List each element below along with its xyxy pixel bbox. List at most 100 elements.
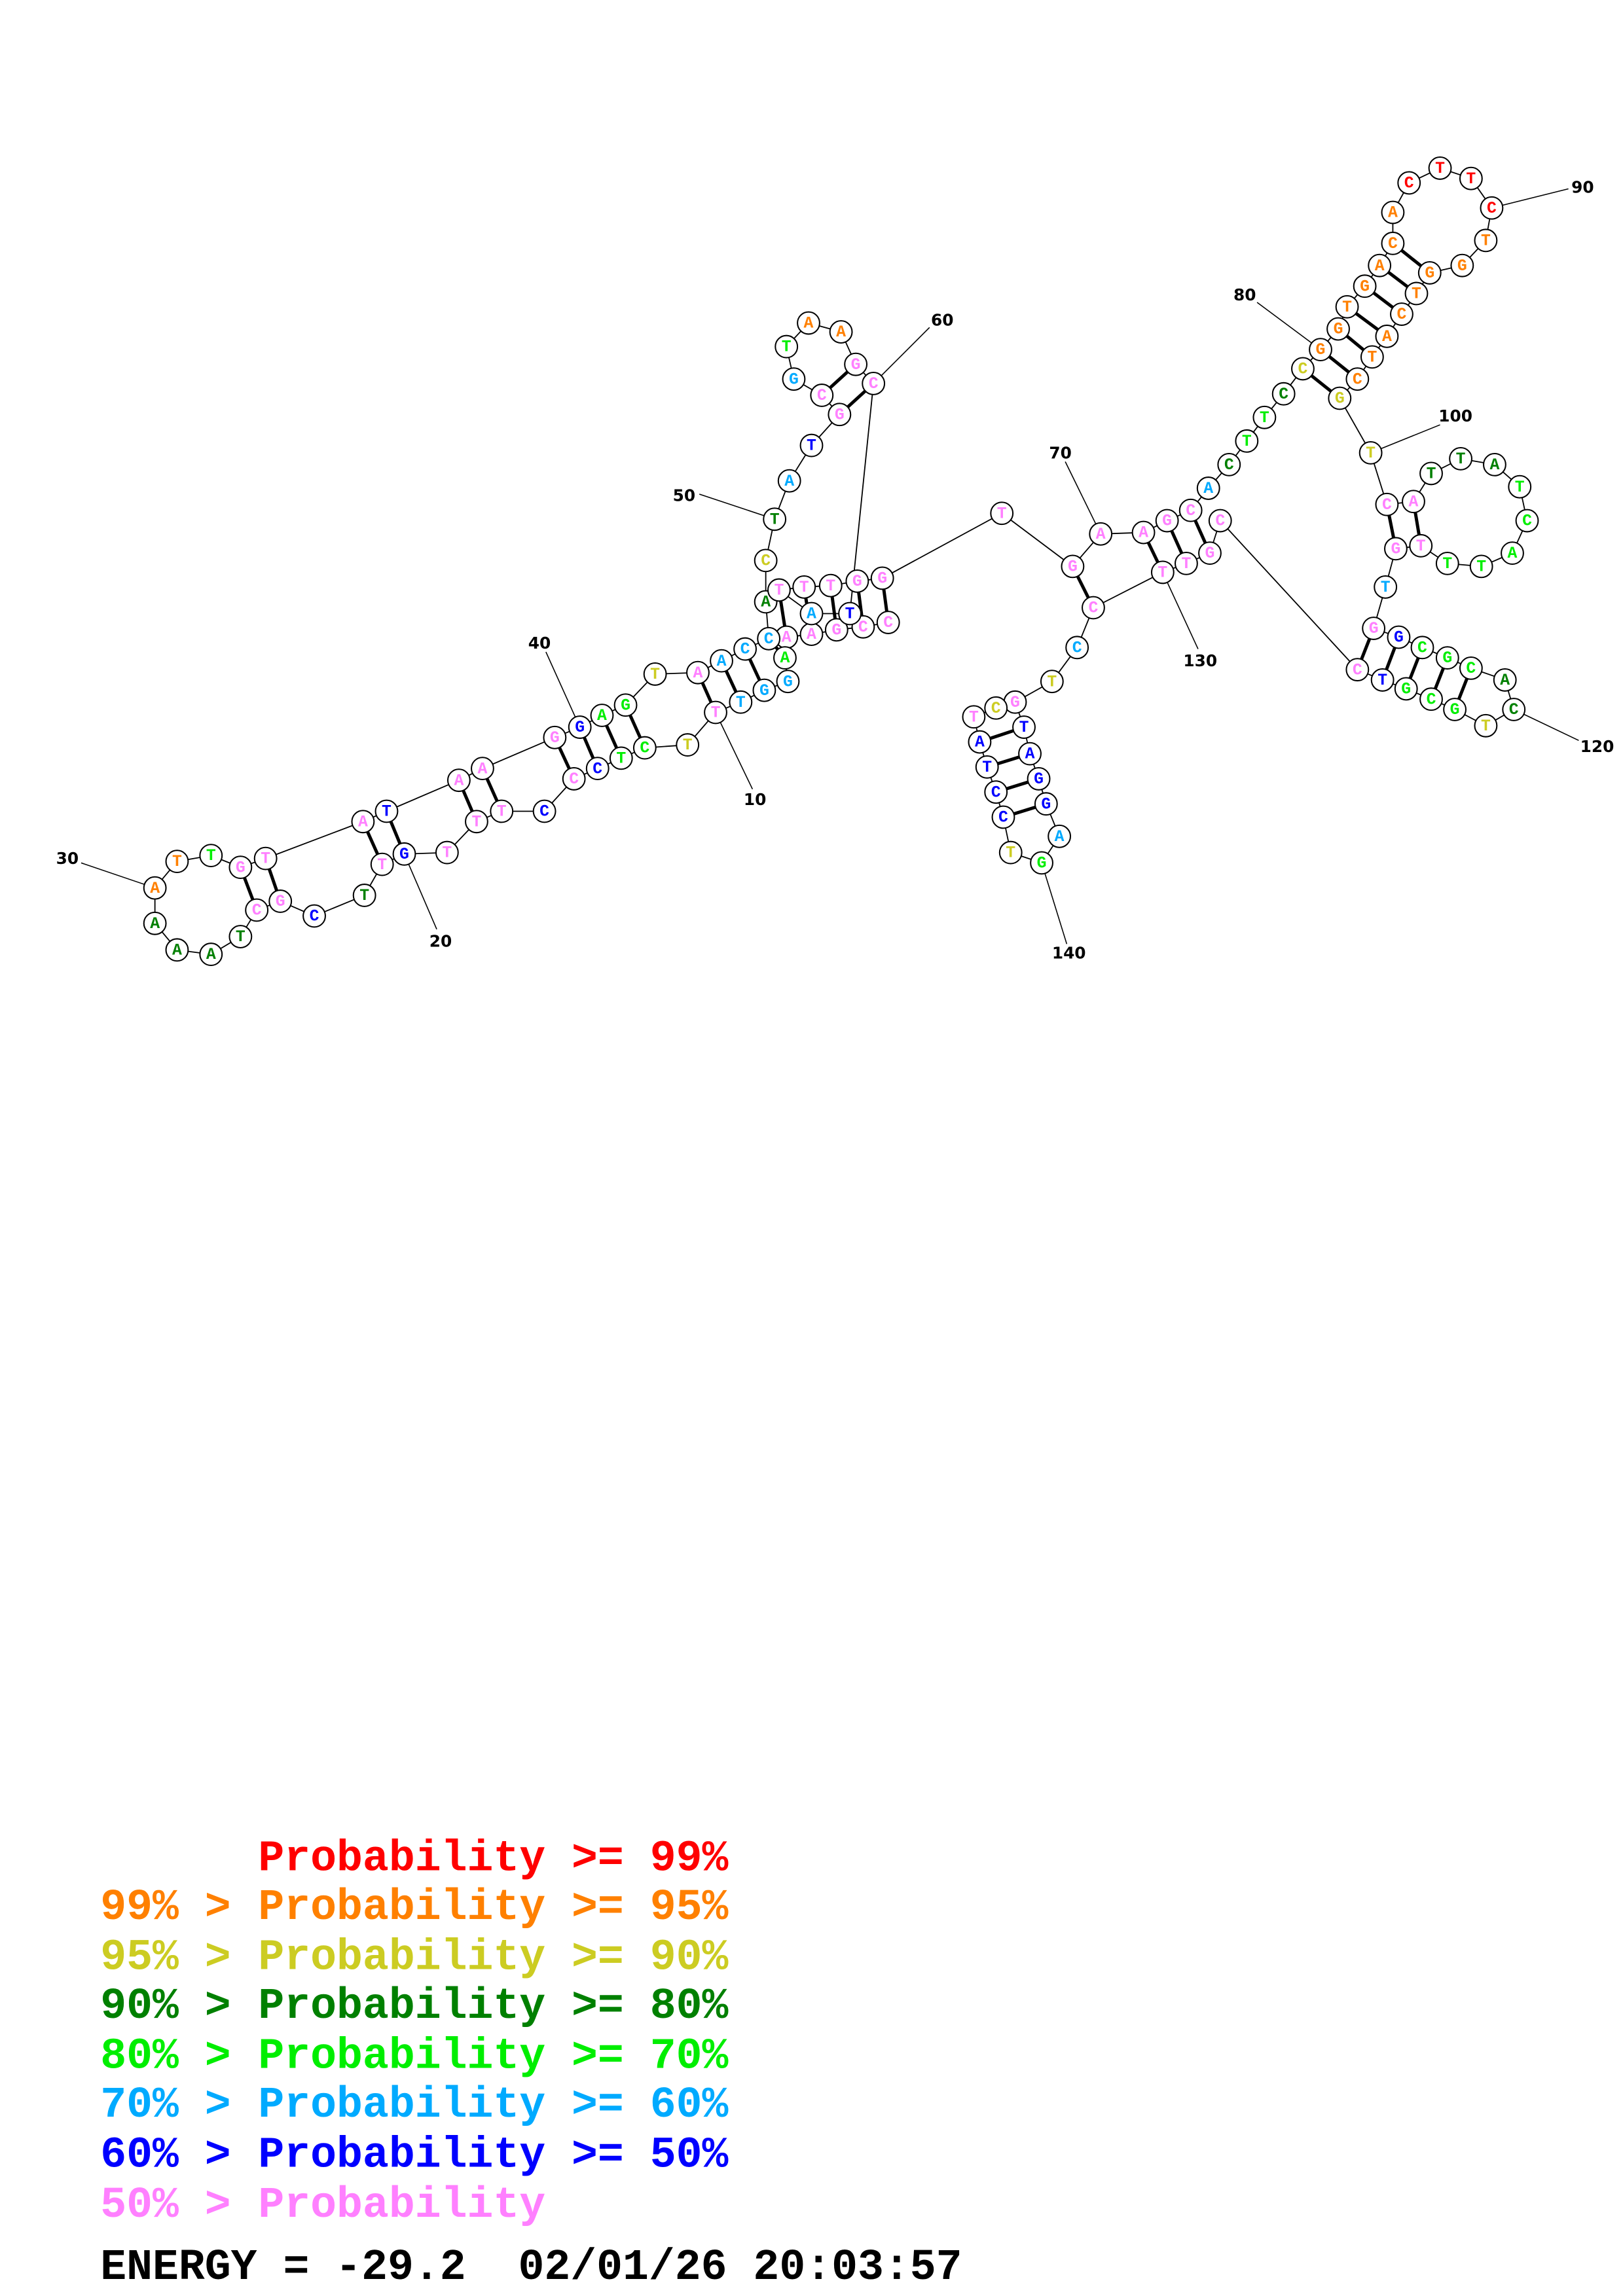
nucleotide-circle [1409, 533, 1433, 558]
nucleotide-circle [1345, 658, 1370, 682]
nucleotide-39: G [543, 725, 567, 749]
nucleotide-letter: T [1342, 298, 1352, 317]
nucleotide-letter: C [640, 740, 649, 758]
nucleotide-18: T [465, 810, 488, 834]
nucleotide-132: C [1065, 636, 1089, 660]
nucleotide-circle [1012, 715, 1036, 739]
nucleotide-letter: G [789, 370, 799, 389]
nucleotide-circle [1208, 509, 1232, 533]
nucleotide-84: A [1368, 253, 1392, 278]
nucleotide-circle [1082, 596, 1105, 620]
nucleotide-circle [757, 626, 781, 651]
nucleotide-62: A [799, 601, 824, 626]
nucleotide-circle [1459, 166, 1483, 190]
nucleotide-letter: C [1427, 691, 1436, 709]
nucleotide-letter: A [1508, 545, 1518, 563]
nucleotide-6: A [773, 646, 797, 670]
nucleotide-63: T [767, 578, 791, 602]
nucleotide-circle [228, 925, 253, 948]
nucleotide-letter: A [1055, 828, 1065, 846]
nucleotide-letter: G [550, 729, 560, 747]
nucleotide-letter: T [471, 813, 481, 831]
nucleotide-10: T [704, 700, 727, 725]
nucleotide-47: C [757, 626, 781, 651]
nucleotide-letter: A [150, 915, 160, 933]
nucleotide-letter: G [831, 621, 841, 639]
nucleotide-letter: C [1298, 361, 1308, 379]
nucleotide-circle [302, 904, 326, 928]
nucleotide-letter: A [807, 626, 816, 644]
nucleotide-circle [1362, 617, 1386, 640]
nucleotide-circle [245, 898, 269, 922]
nucleotide-letter: T [206, 847, 216, 865]
nucleotide-circle [1480, 196, 1504, 220]
nucleotide-circle [1515, 509, 1539, 533]
nucleotide-circle [1198, 541, 1222, 565]
nucleotide-87: C [1397, 171, 1421, 195]
nucleotide-letter: C [1224, 456, 1234, 475]
nucleotide-letter: A [1409, 493, 1419, 511]
legend-row: 70% > Probability >= 60% [100, 2081, 728, 2130]
nucleotide-130: T [1150, 560, 1175, 584]
nucleotide-112: G [1384, 537, 1408, 561]
nucleotide-letter: C [991, 783, 1001, 802]
nucleotide-letter: C [1388, 235, 1398, 253]
nucleotide-letter: A [1388, 204, 1398, 223]
nucleotide-circle [1018, 742, 1042, 766]
nucleotide-7: G [776, 670, 800, 694]
nucleotide-letter: C [1353, 370, 1362, 389]
position-tick [1256, 302, 1321, 350]
nucleotide-letter: A [836, 323, 846, 342]
nucleotide-circle [1040, 670, 1064, 694]
nucleotide-letter: C [1466, 660, 1476, 678]
nucleotide-circle [767, 578, 791, 602]
nucleotide-letter: T [1435, 160, 1445, 178]
nucleotide-104: T [1449, 446, 1473, 471]
nucleotide-33: G [228, 855, 253, 880]
nucleotide-letter: A [1382, 328, 1392, 346]
nucleotide-letter: G [1457, 257, 1467, 276]
nucleotide-letter: A [804, 315, 814, 333]
nucleotide-letter: T [1260, 409, 1269, 427]
nucleotide-circle [1252, 405, 1277, 429]
nucleotide-101: C [1375, 492, 1399, 516]
nucleotide-77: T [1252, 405, 1277, 429]
nucleotide-letter: C [998, 809, 1008, 827]
nucleotide-circle [775, 334, 799, 359]
position-tick [699, 493, 775, 520]
position-label: 20 [429, 931, 452, 950]
nucleotide-letter: T [616, 749, 626, 768]
nucleotide-circle [471, 757, 494, 781]
nucleotide-letter: C [1522, 512, 1532, 531]
nucleotide-50: T [763, 507, 787, 531]
nucleotide-circle [374, 799, 399, 823]
nucleotide-14: C [585, 757, 610, 781]
backbone-link [1093, 571, 1163, 609]
nucleotide-9: T [729, 690, 753, 714]
nucleotide-letter: C [761, 552, 771, 571]
nucleotide-letter: T [1367, 349, 1377, 367]
position-tick [1162, 572, 1199, 649]
nucleotide-letter: T [1466, 170, 1476, 188]
nucleotide-100: T [1359, 440, 1383, 465]
nucleotide-letter: G [1068, 558, 1078, 577]
nucleotide-letter: T [711, 704, 721, 723]
legend-row: 99% > Probability >= 95% [100, 1883, 728, 1932]
nucleotide-circle [799, 433, 824, 457]
nucleotide-56: T [775, 334, 799, 359]
nucleotide-circle [568, 715, 592, 739]
nucleotide-circle [1381, 231, 1405, 255]
nucleotide-letter: G [835, 406, 845, 424]
nucleotide-letter: A [1500, 672, 1510, 690]
nucleotide-circle [352, 884, 376, 907]
legend-row: 50% > Probability [100, 2181, 545, 2230]
nucleotide-circle [797, 311, 820, 335]
nucleotide-66: G [845, 569, 869, 593]
nucleotide-circle [824, 618, 848, 642]
nucleotide-138: G [1034, 792, 1058, 816]
nucleotide-69: G [1061, 554, 1085, 579]
nucleotide-circle [1345, 367, 1370, 391]
position-label: 70 [1049, 443, 1071, 462]
nucleotide-109: T [1469, 554, 1493, 579]
position-label: 50 [673, 486, 695, 505]
